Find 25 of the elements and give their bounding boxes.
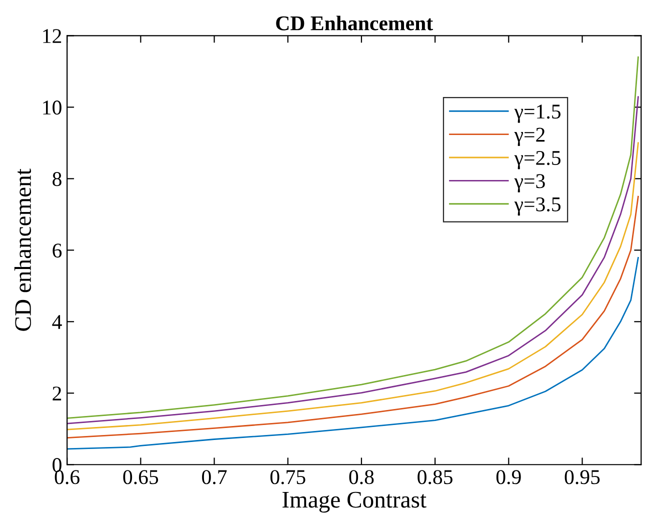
chart-title: CD Enhancement xyxy=(276,16,434,30)
x-axis-title: Image Contrast xyxy=(282,492,426,513)
legend-label: γ=1.5 xyxy=(514,104,561,123)
x-tick-label: 0.9 xyxy=(496,470,521,484)
y-tick-label: 12 xyxy=(43,29,62,43)
y-tick-label: 8 xyxy=(52,172,62,186)
x-tick-label: 0.75 xyxy=(270,470,306,484)
x-tick-label: 0.6 xyxy=(54,470,80,484)
y-axis-title: CD enhancement xyxy=(14,168,32,331)
x-tick-label: 0.65 xyxy=(123,470,158,484)
legend-label: γ=3.5 xyxy=(514,197,561,216)
line-series xyxy=(67,196,639,439)
x-tick-label: 0.95 xyxy=(564,470,600,484)
x-tick-label: 0.8 xyxy=(349,470,374,484)
y-tick-label: 10 xyxy=(43,100,62,115)
y-tick-label: 6 xyxy=(52,244,62,258)
legend-label: γ=3 xyxy=(514,174,545,192)
line-series xyxy=(67,256,639,450)
legend-label: γ=2 xyxy=(514,128,545,146)
y-tick-label: 4 xyxy=(52,315,62,329)
legend-label: γ=2.5 xyxy=(514,151,561,170)
y-tick-label: 0 xyxy=(52,458,62,472)
x-tick-label: 0.7 xyxy=(202,470,227,484)
x-tick-label: 0.85 xyxy=(418,470,452,484)
y-tick-label: 2 xyxy=(52,386,62,400)
